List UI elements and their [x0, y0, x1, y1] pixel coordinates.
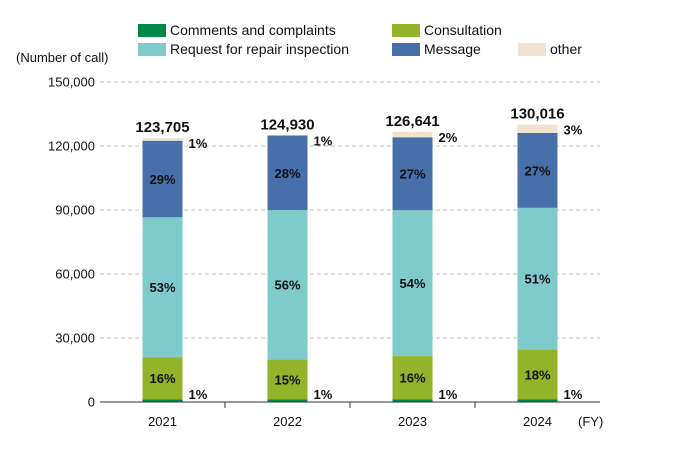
data-label-other: 1% [314, 133, 333, 148]
data-label-other: 1% [189, 136, 208, 151]
total-label: 124,930 [260, 116, 314, 133]
data-label-comments-and-complaints: 1% [189, 387, 208, 402]
legend-label-consultation: Consultation [424, 22, 502, 38]
data-label-request-for-repair-inspection: 51% [524, 272, 550, 287]
bar-segment-other [392, 131, 433, 138]
data-label-request-for-repair-inspection: 54% [399, 276, 425, 291]
x-tick-label: 2023 [398, 414, 427, 429]
data-label-message: 27% [399, 167, 425, 182]
legend-swatch-message [392, 43, 420, 56]
legend-label-request-for-repair-inspection: Request for repair inspection [170, 41, 349, 57]
total-label: 123,705 [135, 119, 189, 136]
x-axis: 2021 2022 2023 2024 [100, 401, 600, 429]
y-tick-label: 60,000 [55, 267, 95, 282]
bar-segment-message [392, 137, 433, 211]
data-label-other: 3% [564, 123, 583, 138]
legend-label-comments-and-complaints: Comments and complaints [170, 22, 336, 38]
legend-swatch-request-for-repair-inspection [138, 43, 166, 56]
bar-segment-comments-and-complaints [392, 399, 433, 402]
legend-label-other: other [550, 41, 582, 57]
data-label-request-for-repair-inspection: 53% [149, 280, 175, 295]
bar-segment-message [517, 132, 558, 208]
data-label-comments-and-complaints: 1% [564, 387, 583, 402]
data-label-message: 27% [524, 163, 550, 178]
data-label-message: 29% [149, 172, 175, 187]
y-tick-label: 0 [88, 395, 95, 410]
data-label-comments-and-complaints: 1% [439, 387, 458, 402]
bar-segment-consultation [517, 349, 558, 400]
bar-segment-consultation [267, 359, 308, 400]
y-axis-unit-label: (Number of call) [16, 50, 108, 65]
legend-swatch-consultation [392, 24, 420, 37]
bar-segment-request-for-repair-inspection [267, 210, 308, 360]
bar-segment-consultation [142, 357, 183, 400]
data-label-other: 2% [439, 130, 458, 145]
legend-label-message: Message [424, 41, 481, 57]
bar-segment-comments-and-complaints [517, 399, 558, 402]
legend: Comments and complaints Consultation Reque… [138, 22, 582, 57]
data-label-consultation: 15% [274, 372, 300, 387]
legend-swatch-comments-and-complaints [138, 24, 166, 37]
bar-segment-comments-and-complaints [142, 399, 183, 402]
x-tick-label: 2024 [523, 414, 552, 429]
bar-segment-message [142, 140, 183, 218]
y-tick-label: 90,000 [55, 203, 95, 218]
total-label: 130,016 [510, 106, 564, 123]
bar-segment-comments-and-complaints [267, 399, 308, 402]
bar-segment-request-for-repair-inspection [142, 217, 183, 358]
bar-segment-message [267, 135, 308, 211]
legend-swatch-other [518, 43, 546, 56]
y-tick-label: 30,000 [55, 331, 95, 346]
y-axis-ticks: 0 30,000 60,000 90,000 120,000 150,000 [48, 75, 95, 410]
gridlines [100, 81, 600, 339]
bar-segment-other [517, 124, 558, 133]
bar-segment-other [142, 138, 183, 141]
x-axis-unit-label: (FY) [578, 414, 603, 429]
total-label: 126,641 [385, 113, 439, 130]
data-label-consultation: 18% [524, 367, 550, 382]
data-label-consultation: 16% [149, 371, 175, 386]
bar-segment-consultation [392, 356, 433, 400]
y-tick-label: 150,000 [48, 75, 95, 90]
data-label-comments-and-complaints: 1% [314, 387, 333, 402]
data-labels: 16%53%29%1%1%123,70515%56%28%1%1%124,930… [135, 106, 582, 402]
x-tick-label: 2021 [148, 414, 177, 429]
x-tick-label: 2022 [273, 414, 302, 429]
data-label-consultation: 16% [399, 371, 425, 386]
data-label-request-for-repair-inspection: 56% [274, 278, 300, 293]
bar-segment-request-for-repair-inspection [392, 210, 433, 357]
bar-segment-request-for-repair-inspection [517, 207, 558, 350]
y-tick-label: 120,000 [48, 139, 95, 154]
data-label-message: 28% [274, 166, 300, 181]
bars [142, 124, 558, 402]
